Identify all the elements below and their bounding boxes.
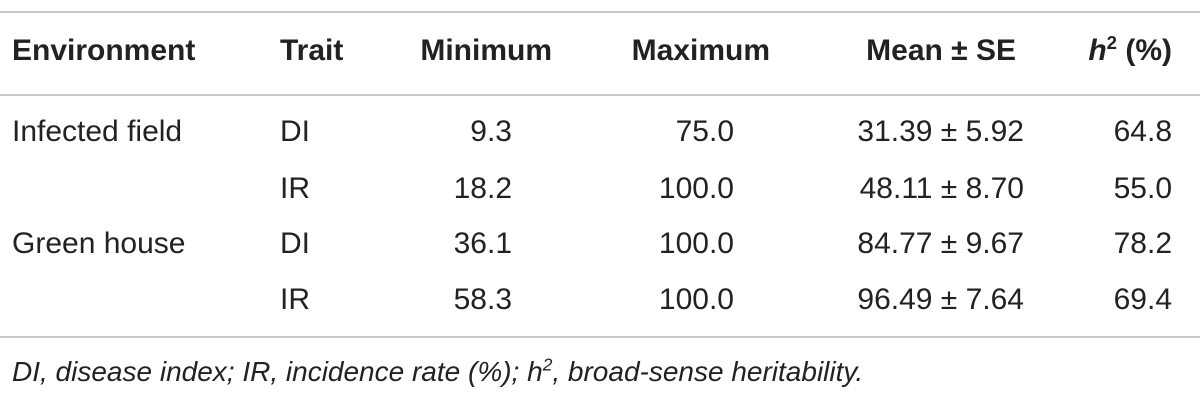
header-heritability-unit: (%) [1117,34,1172,67]
header-trait: Trait [280,34,344,67]
row-3-heritability: 69.4 [1113,283,1172,316]
row-2-minimum: 36.1 [453,227,512,260]
header-environment: Environment [12,34,196,67]
row-2-mean: 84.77 ± 9.67 [857,227,1024,260]
row-2-trait: DI [280,227,310,260]
row-3-mean: 96.49 ± 7.64 [857,283,1024,316]
table-footnote: DI, disease index; IR, incidence rate (%… [12,354,863,390]
table-header-rule [0,94,1200,96]
row-3-maximum: 100.0 [658,283,734,316]
row-1-maximum: 100.0 [658,172,734,205]
table-top-rule [0,11,1200,13]
header-minimum: Minimum [420,34,552,67]
header-heritability-symbol: h [1088,34,1107,67]
row-0-mean: 31.39 ± 5.92 [857,115,1024,148]
header-maximum: Maximum [631,34,770,67]
row-0-environment: Infected field [12,115,183,148]
row-0-heritability: 64.8 [1113,115,1172,148]
row-2-heritability: 78.2 [1113,227,1172,260]
row-1-minimum: 18.2 [453,172,512,205]
row-2-environment: Green house [12,227,186,260]
row-3-trait: IR [280,283,310,316]
row-0-maximum: 75.0 [675,115,734,148]
footnote-text-2: , broad-sense heritability. [552,356,864,387]
row-1-heritability: 55.0 [1113,172,1172,205]
row-1-trait: IR [280,172,310,205]
row-2-maximum: 100.0 [658,227,734,260]
footnote-sup: 2 [542,354,553,375]
footnote-text-1: DI, disease index; IR, incidence rate (%… [12,356,543,387]
table-bottom-rule [0,336,1200,338]
row-1-mean: 48.11 ± 8.70 [859,172,1024,205]
header-heritability-sup: 2 [1106,32,1117,53]
row-0-trait: DI [280,115,310,148]
header-mean: Mean ± SE [866,34,1016,67]
header-heritability: h2 (%) [1088,33,1172,69]
row-3-minimum: 58.3 [453,283,512,316]
row-0-minimum: 9.3 [470,115,512,148]
